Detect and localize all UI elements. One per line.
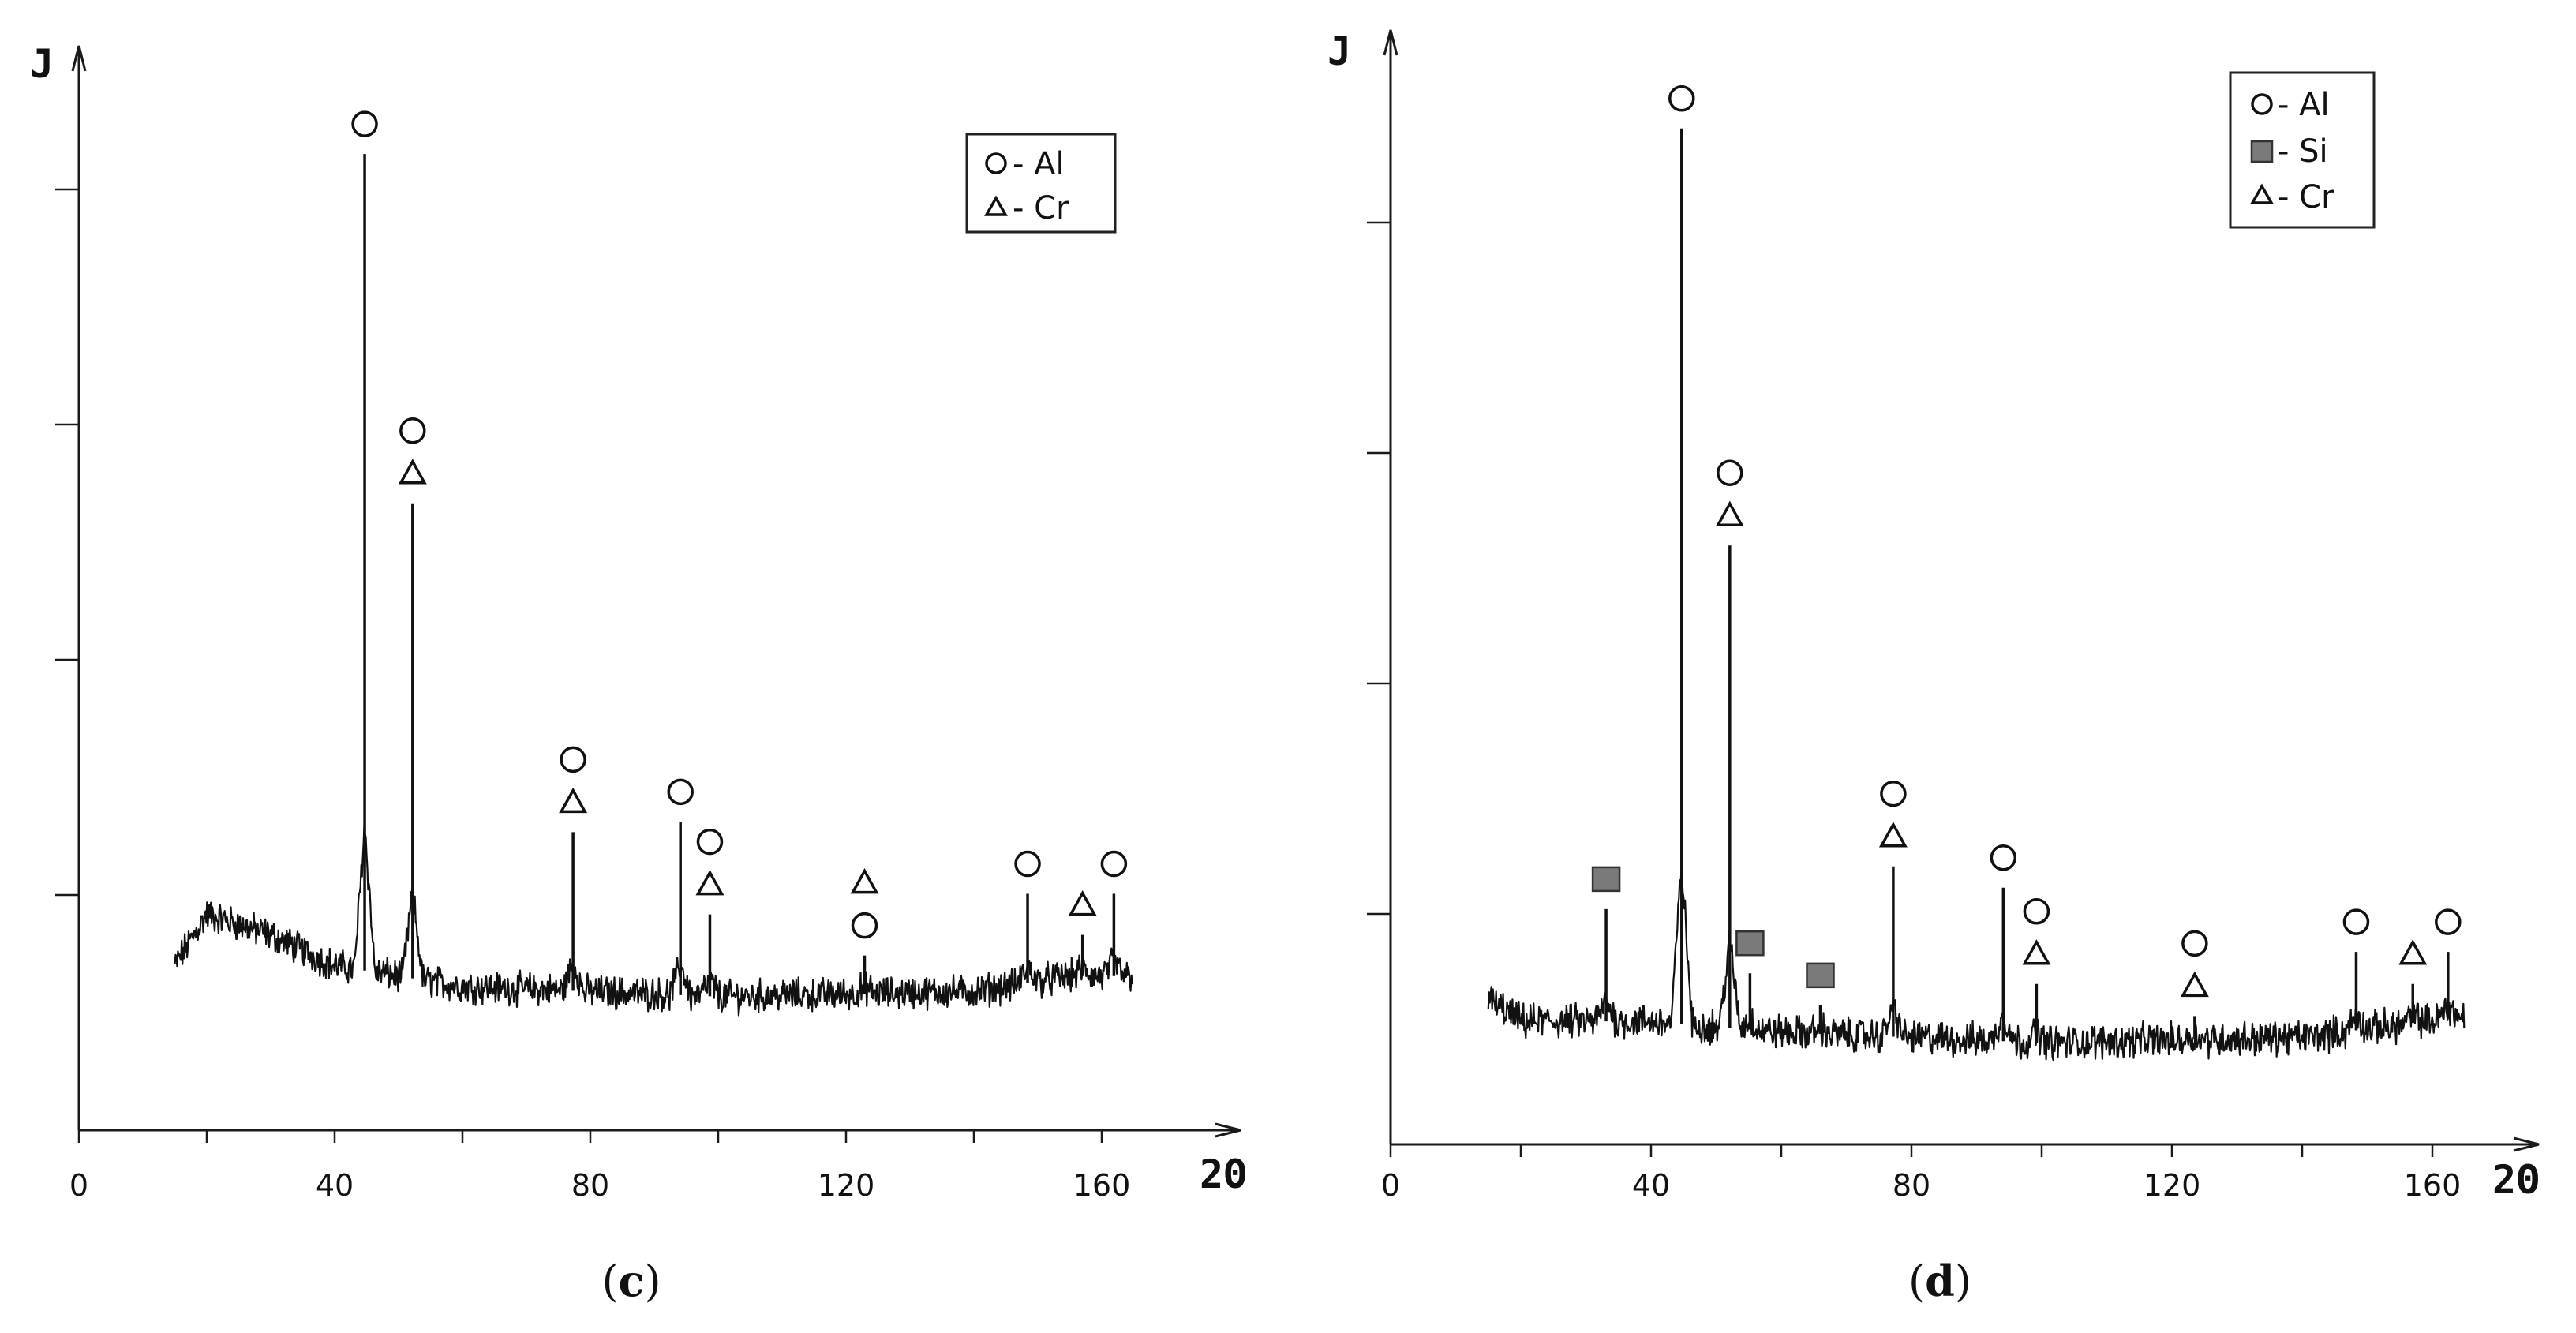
panel-c-peak-1-circle-marker [399,417,426,444]
panel-c-legend-circle-icon [985,152,1007,174]
panel-d-caption-open: ( [1908,1256,1925,1306]
panel-d-caption-close: ) [1955,1256,1971,1306]
panel-c-y-arrow [71,45,87,72]
panel-d-x-tick-label-40: 40 [1632,1168,1670,1203]
panel-d-diffraction-trace [1487,871,2466,1062]
panel-c-peak-5-triangle-marker [850,868,879,894]
panel-c-legend-al-text: - Al [1013,146,1065,182]
panel-c: 0 40 80 120 160 J 2Θ - Al - Cr (c) [30,41,1247,1306]
panel-d-peak-7-triangle-marker [2022,939,2051,965]
panel-d-peak-5-triangle-marker [1878,822,1908,848]
panel-d-peak-4-square-marker [1806,962,1835,989]
panel-d-peak-3-square-marker [1735,930,1765,957]
panel-c-peak-8-circle-marker [1100,850,1128,878]
panel-c-peak-7-triangle-marker [1068,890,1097,916]
panel-c-x-tick-label-80: 80 [571,1168,609,1203]
panel-c-peak-6-circle-marker [1014,850,1041,878]
panel-d: 0 40 80 120 160 J 2Θ - Al - Si - Cr (d) [1327,28,2540,1306]
panel-d-caption: (d) [1908,1256,1971,1306]
panel-c-caption: (c) [601,1256,661,1306]
panel-d-x-tick-label-80: 80 [1893,1168,1930,1203]
panel-d-peak-10-triangle-marker [2398,939,2428,965]
panel-d-peak-1-circle-marker [1668,85,1695,112]
panel-c-x-axis-label: 2Θ [1200,1151,1247,1197]
panel-c-x-tick-label-40: 40 [316,1168,354,1203]
panel-d-peak-0-square-marker [1591,866,1621,893]
panel-c-caption-letter: c [619,1256,645,1306]
panel-d-x-arrow [2513,1136,2540,1152]
panel-d-y-arrow [1383,29,1398,56]
panel-c-peak-4-circle-marker [696,828,724,856]
panel-d-x-axis-label: 2Θ [2492,1157,2540,1203]
panel-c-caption-open: ( [601,1256,618,1306]
panel-d-y-axis-label: J [1327,28,1351,74]
panel-c-diffraction-trace [174,822,1134,1017]
panel-d-caption-letter: d [1925,1256,1955,1306]
panel-c-x-tick-label-0: 0 [69,1168,88,1203]
panel-d-legend-si-text: - Si [2278,133,2328,170]
panel-d-legend-triangle-icon [2249,183,2275,204]
panel-d-legend-cr-text: - Cr [2278,179,2334,215]
panel-c-legend-cr-text: - Cr [1013,190,1069,227]
panel-c-peak-1-triangle-marker [398,459,427,485]
panel-d-peak-9-circle-marker [2342,908,2370,935]
panel-c-plot-area [174,110,1134,1017]
panel-d-legend-square-icon [2250,140,2274,163]
panel-d-peak-8-triangle-marker [2180,971,2209,998]
panel-c-legend-triangle-icon [983,195,1009,216]
panel-d-legend-circle-icon [2251,93,2273,115]
panel-d-x-tick-label-120: 120 [2144,1168,2201,1203]
panel-d-peak-6-circle-marker [1990,844,2017,871]
panel-d-peak-11-circle-marker [2435,908,2462,935]
panel-d-x-tick-label-0: 0 [1381,1168,1400,1203]
panel-c-legend: - Al - Cr [965,133,1117,234]
panel-d-peak-5-circle-marker [1880,780,1907,807]
panel-c-caption-close: ) [644,1256,661,1306]
panel-c-x-tick-label-160: 160 [1073,1168,1131,1203]
panel-c-peak-5-circle-marker [851,912,878,939]
panel-d-legend-al-text: - Al [2278,87,2330,123]
panel-d-x-tick-label-160: 160 [2404,1168,2462,1203]
panel-c-peak-3-circle-marker [667,778,694,806]
panel-d-legend: - Al - Si - Cr [2229,71,2376,229]
panel-d-peak-2-circle-marker [1717,459,1743,486]
panel-c-peak-2-circle-marker [560,746,586,773]
panel-d-plot-area [1487,85,2466,1062]
panel-c-y-axis-label: J [30,41,54,87]
panel-d-peak-7-circle-marker [2023,898,2050,925]
panel-c-peak-2-triangle-marker [559,787,588,814]
panel-c-peak-0-circle-marker [351,110,378,137]
panel-d-peak-2-triangle-marker [1715,500,1744,526]
panel-c-x-tick-label-120: 120 [818,1168,875,1203]
panel-c-peak-4-triangle-marker [695,869,724,896]
panel-d-peak-8-circle-marker [2181,930,2208,957]
panel-c-x-arrow [1215,1122,1241,1138]
